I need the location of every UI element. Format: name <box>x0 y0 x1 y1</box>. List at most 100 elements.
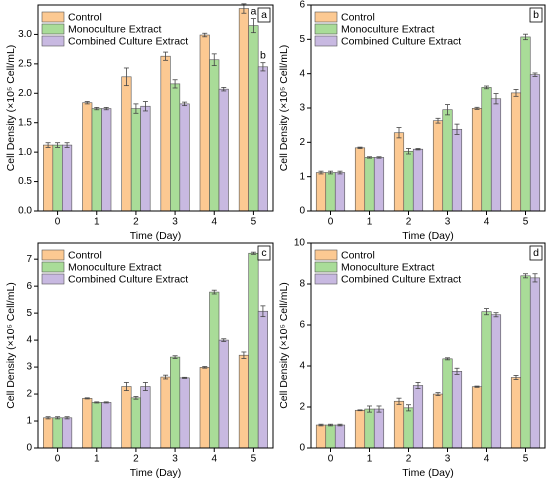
error-bar <box>202 366 208 369</box>
x-tick-label: 1 <box>94 454 100 465</box>
y-tick-label: 0 <box>299 206 305 217</box>
error-bar <box>250 18 256 34</box>
error-bar <box>523 33 528 41</box>
x-axis-label: Time (Day) <box>130 230 182 242</box>
y-tick-label: 2.5 <box>18 58 32 69</box>
error-bar <box>123 67 129 87</box>
bar <box>520 275 531 449</box>
panel-label-box <box>529 245 543 261</box>
error-bar <box>172 79 178 89</box>
error-bar <box>357 146 363 149</box>
legend-swatch <box>41 35 65 47</box>
y-tick-label: 5 <box>26 308 32 319</box>
error-bar <box>513 375 519 380</box>
y-tick-label: 6 <box>26 281 32 292</box>
error-bar <box>474 385 480 388</box>
bar <box>373 408 385 449</box>
y-tick-label: 2.0 <box>18 88 32 99</box>
bar <box>52 144 63 212</box>
bar <box>160 55 171 212</box>
bar <box>490 98 502 212</box>
bar <box>82 102 93 212</box>
legend-label: Control <box>341 249 375 261</box>
bar <box>412 148 424 212</box>
bar <box>179 377 190 449</box>
x-tick-label: 3 <box>445 454 451 465</box>
x-tick-label: 1 <box>94 217 100 228</box>
bar <box>199 367 210 449</box>
legend-swatch <box>41 273 65 285</box>
legend-label: Monoculture Extract <box>341 23 434 35</box>
legend-label: Monoculture Extract <box>68 23 161 35</box>
significance-label: a <box>241 0 247 3</box>
bar <box>364 408 375 449</box>
legend-swatch <box>314 249 338 261</box>
bar <box>403 407 414 449</box>
bar <box>121 386 132 449</box>
error-bar <box>337 423 343 427</box>
x-tick-label: 0 <box>55 217 61 228</box>
bar <box>218 88 229 212</box>
bar <box>393 132 405 212</box>
legend-swatch <box>314 261 338 273</box>
error-bar <box>103 401 109 404</box>
plot-frame <box>37 4 274 212</box>
bar <box>121 76 132 212</box>
y-tick-label: 4 <box>26 335 32 346</box>
y-tick-label: 1.0 <box>18 147 32 158</box>
error-bar <box>328 423 333 427</box>
bar <box>130 108 141 212</box>
error-bar <box>221 87 227 92</box>
bar <box>140 105 151 212</box>
error-bar <box>45 416 51 420</box>
y-tick-label: 1 <box>299 171 305 182</box>
x-tick-label: 4 <box>484 217 490 228</box>
error-bar <box>376 405 382 413</box>
x-tick-label: 2 <box>406 454 412 465</box>
x-tick-label: 5 <box>251 454 257 465</box>
error-bar <box>260 305 266 318</box>
error-bar <box>84 101 90 105</box>
error-bar <box>435 117 441 124</box>
error-bar <box>493 93 499 105</box>
error-bar <box>523 273 528 279</box>
bar <box>218 339 229 449</box>
x-tick-label: 0 <box>55 454 61 465</box>
y-tick-label: 0 <box>299 443 305 454</box>
x-tick-label: 4 <box>211 217 217 228</box>
y-tick-label: 0.5 <box>18 176 32 187</box>
y-tick-label: 5 <box>299 34 305 45</box>
bar <box>209 59 220 212</box>
y-tick-label: 4 <box>299 68 305 79</box>
y-tick-label: 8 <box>299 279 305 290</box>
panel-label: a <box>261 9 267 21</box>
bar <box>529 74 541 212</box>
error-bar <box>133 396 139 400</box>
x-tick-label: 0 <box>328 454 334 465</box>
y-tick-label: 3 <box>299 103 305 114</box>
error-bar <box>55 416 61 420</box>
x-tick-label: 3 <box>445 217 451 228</box>
bar <box>82 398 93 449</box>
x-tick-label: 5 <box>251 217 257 228</box>
plot-frame <box>310 4 546 212</box>
bar <box>140 386 151 449</box>
error-bar <box>163 51 169 61</box>
bar <box>62 144 73 212</box>
bar <box>257 66 268 212</box>
error-bar <box>406 148 411 155</box>
y-tick-label: 10 <box>294 238 306 249</box>
error-bar <box>454 123 460 135</box>
error-bar <box>260 62 266 72</box>
error-bar <box>250 251 256 255</box>
error-bar <box>182 101 188 107</box>
error-bar <box>94 401 100 404</box>
legend-swatch <box>41 249 65 261</box>
bar <box>179 103 190 212</box>
panel: 0 1 2 3 4 5 6 7 0 1 2 3 4 5 Time (Day) Cell Density (×1… <box>5 242 274 479</box>
error-bar <box>142 382 148 391</box>
error-bar <box>337 170 343 175</box>
y-tick-label: 1.5 <box>18 117 32 128</box>
